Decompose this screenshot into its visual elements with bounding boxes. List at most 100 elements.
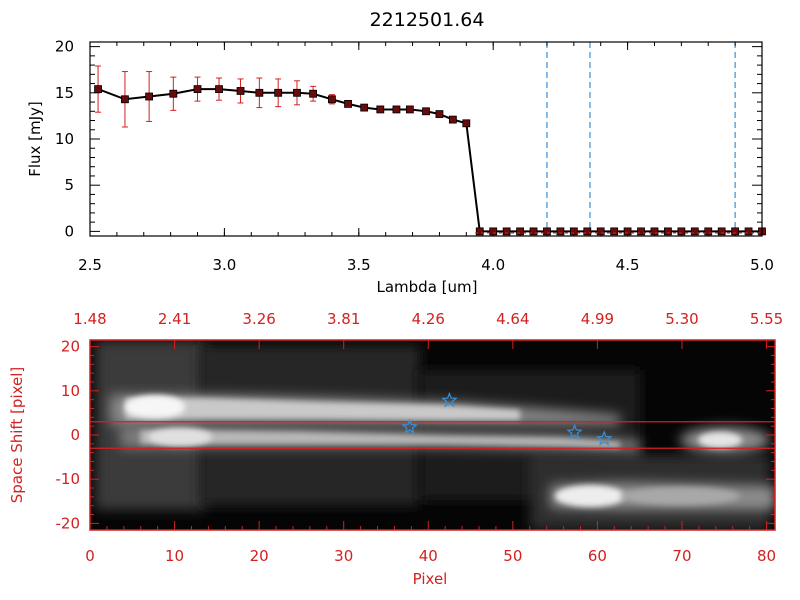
x-tick-label: 3.0 bbox=[212, 256, 236, 274]
data-point bbox=[236, 87, 245, 95]
y-tick-label: 10 bbox=[61, 382, 80, 400]
data-point bbox=[145, 92, 154, 101]
y-tick-label: 20 bbox=[61, 338, 80, 356]
star-marker bbox=[441, 391, 458, 408]
top-tick-label: 3.26 bbox=[242, 310, 275, 328]
x-tick-label: 10 bbox=[165, 547, 184, 565]
data-point bbox=[193, 85, 202, 94]
data-point bbox=[690, 227, 699, 236]
data-point bbox=[422, 107, 430, 116]
data-point bbox=[215, 85, 223, 94]
chart-title: 2212501.64 bbox=[370, 9, 485, 31]
data-point bbox=[344, 99, 352, 108]
data-point bbox=[274, 88, 283, 97]
x-tick-label: 0 bbox=[85, 547, 95, 565]
y-tick-labels: 0 5 10 15 20 bbox=[55, 38, 74, 241]
y-tick-label: -10 bbox=[56, 470, 81, 488]
data-point bbox=[376, 105, 385, 114]
x-tick-label: 30 bbox=[334, 547, 353, 565]
data-point bbox=[543, 227, 551, 236]
x-tick-labels: 2.5 3.0 3.5 4.0 4.5 5.0 bbox=[78, 256, 774, 274]
x-tick-label: 80 bbox=[757, 547, 776, 565]
top-tick-label: 4.26 bbox=[412, 310, 445, 328]
data-point bbox=[293, 88, 301, 97]
axis-ticks bbox=[89, 42, 763, 236]
data-point bbox=[405, 105, 414, 114]
x-tick-label: 4.5 bbox=[616, 256, 640, 274]
data-point bbox=[462, 119, 471, 128]
x-axis-label: Lambda [um] bbox=[377, 278, 478, 296]
data-point bbox=[744, 227, 753, 236]
y-axis-label: Space Shift [pixel] bbox=[8, 367, 26, 504]
data-markers bbox=[94, 85, 766, 236]
data-point bbox=[569, 227, 578, 236]
y-tick-label: 0 bbox=[70, 426, 80, 444]
data-point bbox=[502, 227, 511, 236]
data-point bbox=[169, 89, 178, 98]
data-point bbox=[309, 89, 318, 98]
x-tick-label: 4.0 bbox=[481, 256, 505, 274]
data-point bbox=[435, 110, 444, 118]
plot-frame bbox=[89, 41, 763, 237]
x-axis-label: Pixel bbox=[413, 570, 448, 588]
data-point bbox=[583, 227, 592, 236]
data-point bbox=[328, 95, 336, 104]
spectrum-panel: 2212501.64 2.5 3.0 3.5 4.0 4.5 5.0 0 5 10 15 20 L… bbox=[26, 9, 774, 296]
heatmap-image bbox=[90, 340, 775, 530]
data-point bbox=[650, 227, 659, 236]
x-tick-labels: 0 10 20 30 40 50 60 70 80 bbox=[85, 547, 776, 565]
y-tick-label: 0 bbox=[64, 222, 74, 240]
spectrum-image-panel: 0 10 20 30 40 50 60 70 80 1.48 2.41 3.26 3.81 4.26 4.… bbox=[8, 310, 783, 588]
y-tick-labels: -20 -10 0 10 20 bbox=[56, 338, 81, 533]
data-point bbox=[360, 103, 369, 112]
data-point bbox=[448, 115, 457, 124]
top-tick-label: 4.99 bbox=[581, 310, 614, 328]
x-tick-label: 60 bbox=[588, 547, 607, 565]
x-tick-label: 5.0 bbox=[750, 256, 774, 274]
data-point bbox=[121, 95, 129, 104]
x-tick-label: 2.5 bbox=[78, 256, 102, 274]
x-tick-label: 40 bbox=[419, 547, 438, 565]
top-tick-label: 4.64 bbox=[496, 310, 529, 328]
top-tick-label: 1.48 bbox=[73, 310, 106, 328]
data-point bbox=[610, 227, 619, 236]
data-point bbox=[529, 227, 538, 236]
data-point bbox=[731, 227, 740, 236]
data-point bbox=[556, 227, 565, 236]
star-marker bbox=[595, 430, 613, 446]
y-tick-label: 20 bbox=[55, 38, 74, 56]
source-markers bbox=[401, 391, 613, 446]
top-tick-label: 5.30 bbox=[665, 310, 698, 328]
data-point bbox=[489, 227, 498, 236]
data-point bbox=[516, 227, 524, 236]
star-marker bbox=[566, 423, 583, 440]
y-tick-label: -20 bbox=[56, 514, 81, 532]
data-point bbox=[704, 227, 713, 236]
y-tick-label: 5 bbox=[64, 176, 74, 194]
top-tick-label: 3.81 bbox=[327, 310, 360, 328]
data-point bbox=[94, 85, 102, 94]
data-point bbox=[255, 88, 264, 97]
x-tick-label: 20 bbox=[250, 547, 269, 565]
y-tick-label: 15 bbox=[55, 84, 74, 102]
data-point bbox=[475, 227, 484, 236]
vertical-lines bbox=[546, 42, 736, 236]
data-point bbox=[637, 227, 645, 236]
top-tick-label: 5.55 bbox=[750, 310, 783, 328]
star-marker bbox=[401, 418, 418, 435]
data-point bbox=[677, 227, 686, 236]
flux-line bbox=[97, 88, 762, 233]
y-tick-label: 10 bbox=[55, 130, 74, 148]
data-point bbox=[596, 227, 605, 236]
top-tick-label: 2.41 bbox=[158, 310, 191, 328]
top-wavelength-labels: 1.48 2.41 3.26 3.81 4.26 4.64 4.99 5.30 5.55 bbox=[73, 310, 783, 328]
axis-ticks bbox=[89, 340, 775, 530]
data-point bbox=[717, 227, 726, 236]
x-tick-label: 70 bbox=[672, 547, 691, 565]
y-axis-label: Flux [mJy] bbox=[26, 101, 44, 177]
data-point bbox=[664, 227, 672, 236]
x-tick-label: 3.5 bbox=[347, 256, 371, 274]
x-tick-label: 50 bbox=[503, 547, 522, 565]
data-point bbox=[392, 105, 401, 114]
